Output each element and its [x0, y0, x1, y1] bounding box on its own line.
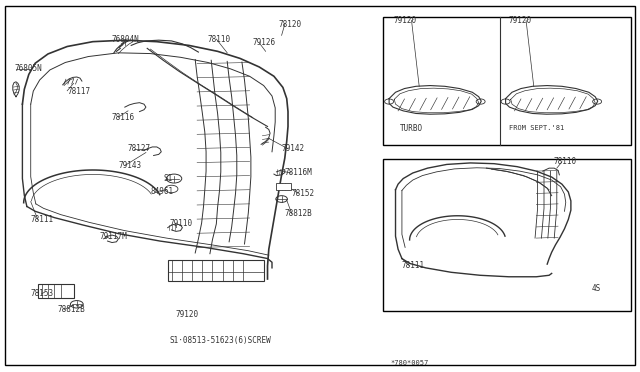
Bar: [383, 17, 631, 145]
Text: 78110: 78110: [208, 35, 231, 44]
Text: 78117: 78117: [67, 87, 90, 96]
Text: 79120: 79120: [176, 310, 199, 319]
Text: TURBO: TURBO: [400, 124, 423, 133]
Text: 76804N: 76804N: [112, 35, 140, 44]
Text: S1·08513-51623(6)SCREW: S1·08513-51623(6)SCREW: [170, 336, 271, 345]
Bar: [276, 183, 291, 190]
Text: 79126: 79126: [253, 38, 276, 47]
Text: 76805N: 76805N: [14, 64, 42, 73]
Text: 79117M: 79117M: [99, 232, 127, 241]
Bar: [168, 260, 264, 281]
Text: 79143: 79143: [118, 161, 141, 170]
Text: 79120: 79120: [394, 16, 417, 25]
Text: 78116M: 78116M: [285, 169, 312, 177]
Bar: [383, 159, 631, 311]
Text: 79142: 79142: [282, 144, 305, 153]
Text: 79120: 79120: [509, 16, 532, 25]
Bar: [38, 284, 74, 298]
Text: 78111: 78111: [402, 262, 425, 270]
Text: 78153: 78153: [31, 289, 54, 298]
Text: 78152: 78152: [291, 189, 314, 198]
Text: 78812B: 78812B: [58, 305, 85, 314]
Text: 78116: 78116: [112, 113, 135, 122]
Text: 4S: 4S: [592, 284, 601, 293]
Text: 78812B: 78812B: [285, 209, 312, 218]
Text: 79110: 79110: [170, 219, 193, 228]
Text: 78111: 78111: [31, 215, 54, 224]
Text: *780*0057: *780*0057: [390, 360, 429, 366]
Text: 78110: 78110: [554, 157, 577, 166]
Text: 78120: 78120: [278, 20, 301, 29]
Text: S1: S1: [163, 174, 172, 183]
Text: FROM SEPT.'81: FROM SEPT.'81: [509, 125, 564, 131]
Text: 78127: 78127: [128, 144, 151, 153]
Text: 84961: 84961: [150, 187, 173, 196]
